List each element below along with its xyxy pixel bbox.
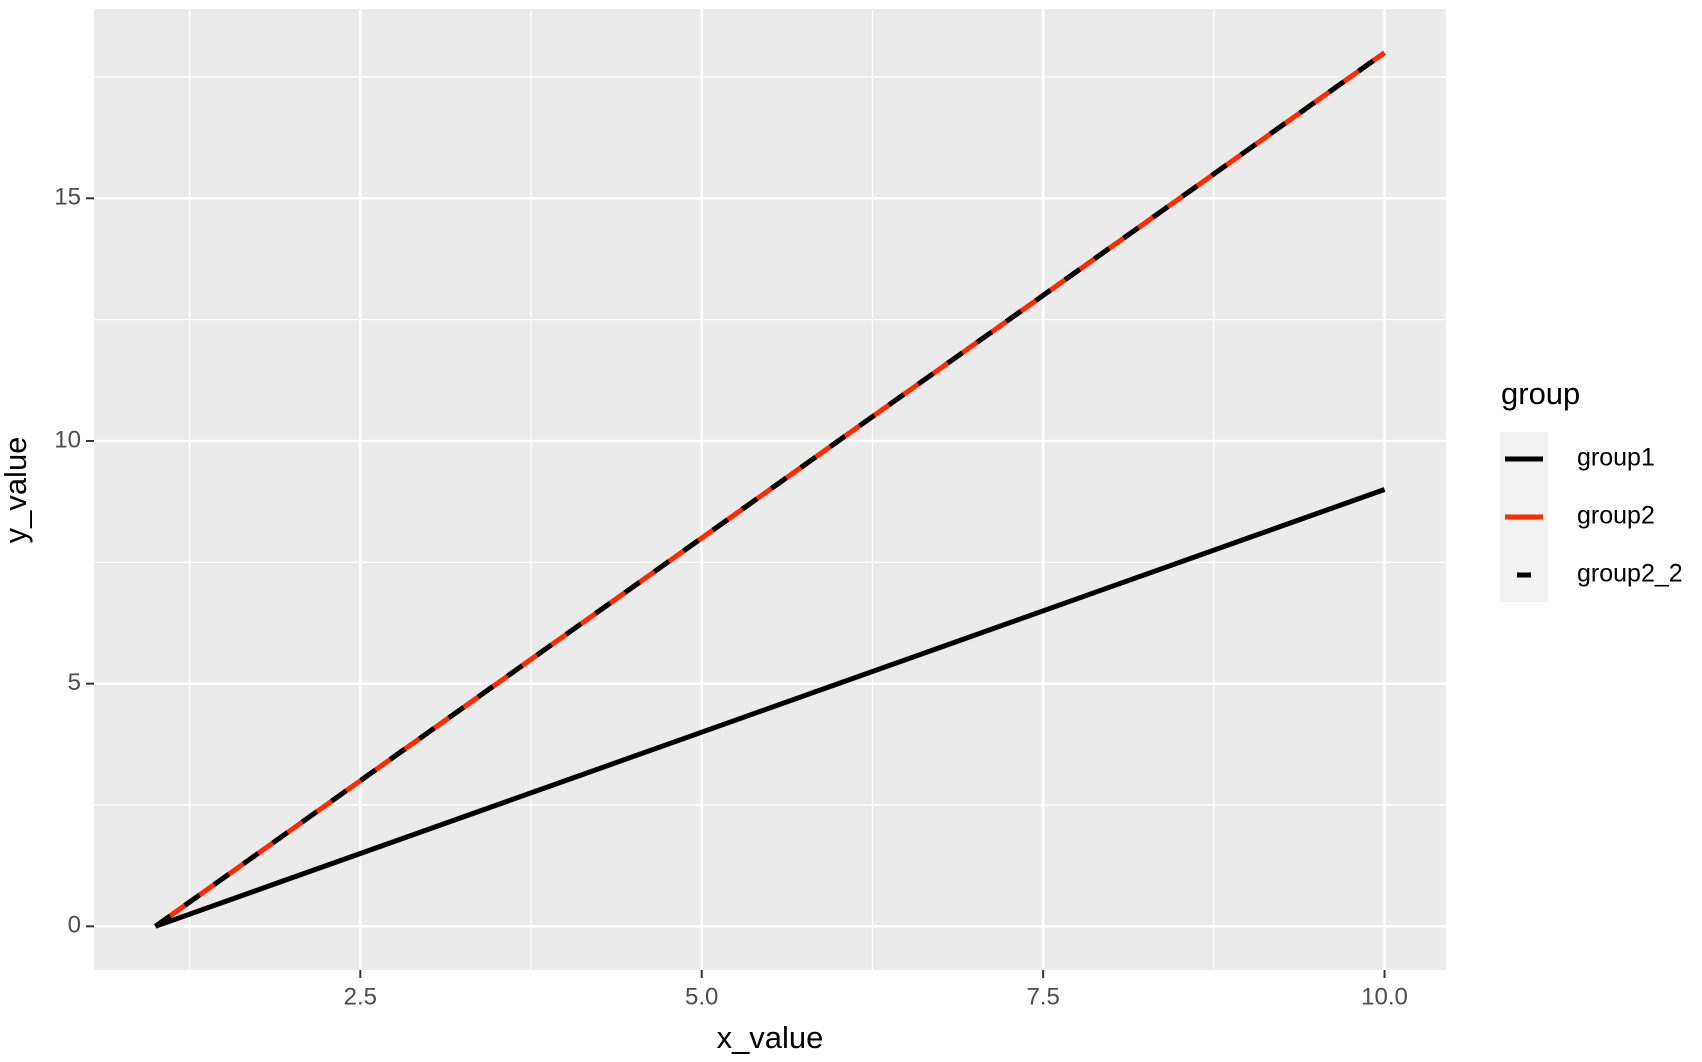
legend: group1 group2 group2_2 [1505, 444, 1683, 588]
y-axis-title: y_value [0, 437, 33, 544]
y-tick-label: 5 [68, 669, 81, 696]
x-tick-label: 5.0 [685, 983, 718, 1010]
x-tick-label: 2.5 [344, 983, 377, 1010]
x-tick-label: 10.0 [1361, 983, 1408, 1010]
y-tick-label: 15 [54, 184, 81, 211]
lines [154, 50, 1386, 929]
y-tick-label: 10 [54, 426, 81, 453]
x-tick-label: 7.5 [1026, 983, 1059, 1010]
series-line [154, 487, 1386, 929]
legend-title: group [1501, 376, 1580, 411]
legend-label: group1 [1577, 444, 1655, 472]
legend-label: group2 [1577, 502, 1655, 530]
x-axis-title: x_value [717, 1020, 824, 1055]
series-line [154, 50, 1386, 929]
legend-label: group2_2 [1577, 560, 1683, 588]
grid [86, 9, 1446, 978]
y-tick-label: 0 [68, 912, 81, 939]
